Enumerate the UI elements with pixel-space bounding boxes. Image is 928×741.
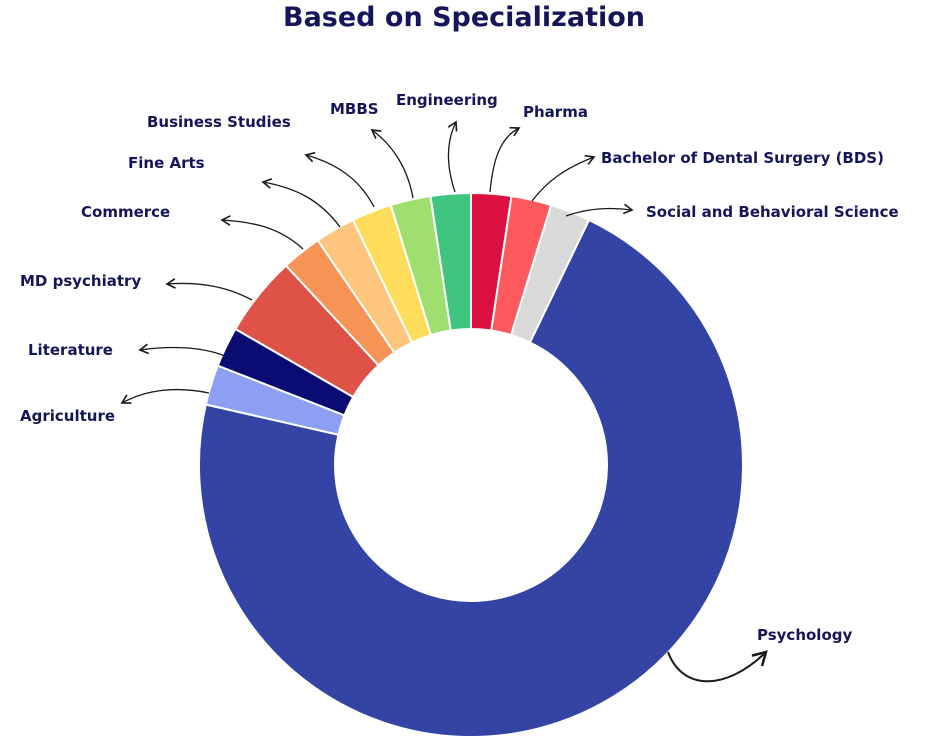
slice-label-psychology: Psychology	[757, 626, 852, 644]
slice-label-fine-arts: Fine Arts	[128, 154, 205, 172]
label-arrow-psychology	[667, 650, 768, 683]
label-arrow-business-studies	[304, 151, 375, 208]
label-arrow-engineering	[447, 120, 458, 193]
slice-label-pharma: Pharma	[523, 103, 588, 121]
slice-label-business-studies: Business Studies	[147, 113, 291, 131]
slice-label-bachelor-of-dental-surgery-bds: Bachelor of Dental Surgery (BDS)	[601, 149, 884, 167]
label-arrow-agriculture	[120, 388, 210, 404]
chart-title: Based on Specialization	[282, 2, 646, 33]
slice-label-literature: Literature	[28, 341, 113, 359]
slice-label-engineering: Engineering	[396, 91, 498, 109]
slice-label-commerce: Commerce	[81, 203, 170, 221]
label-arrow-mbbs	[370, 129, 414, 199]
label-arrow-md-psychiatry	[165, 278, 253, 301]
slice-label-md-psychiatry: MD psychiatry	[20, 272, 141, 290]
label-arrow-fine-arts	[261, 178, 341, 228]
label-arrow-social-and-behavioral-science	[565, 203, 634, 217]
slice-label-social-and-behavioral-science: Social and Behavioral Science	[646, 203, 899, 221]
slice-psychology	[198, 218, 744, 738]
label-arrow-commerce	[220, 215, 304, 250]
label-arrow-pharma	[489, 126, 521, 193]
label-arrow-literature	[138, 343, 226, 357]
label-arrow-bachelor-of-dental-surgery-bds	[531, 154, 596, 202]
slice-label-mbbs: MBBS	[330, 100, 379, 118]
slice-label-agriculture: Agriculture	[20, 407, 115, 425]
slice-engineering	[429, 191, 472, 332]
